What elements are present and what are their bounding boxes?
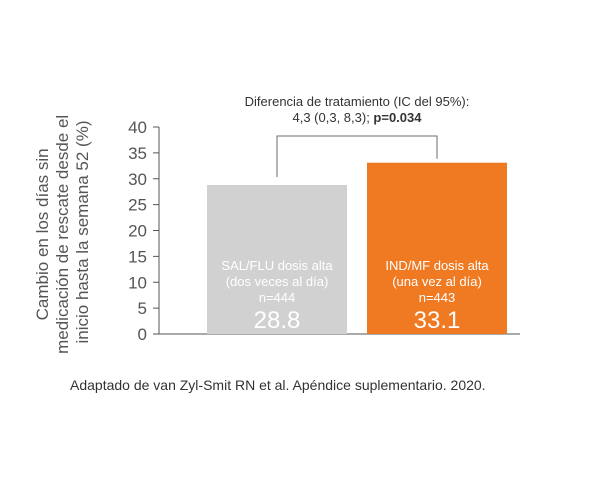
bar-ind-mf	[367, 162, 507, 334]
source-footnote: Adaptado de van Zyl-Smit RN et al. Apénd…	[70, 377, 486, 393]
comparison-bracket	[276, 135, 438, 177]
y-tick-label: 35	[128, 144, 147, 163]
treatment-difference-ci: 4,3 (0,3, 8,3);	[292, 110, 373, 125]
y-tick-label: 15	[128, 247, 147, 266]
y-axis-label-line-3: inicio hasta la semana 52 (%)	[73, 120, 92, 343]
treatment-difference-values: 4,3 (0,3, 8,3); p=0.034	[292, 110, 422, 125]
bar-ind-mf-regimen: (una vez al día)	[392, 274, 482, 289]
treatment-difference-p-value: p=0.034	[373, 110, 422, 125]
y-axis-label-line-1: Cambio en los días sin	[33, 148, 52, 320]
y-tick-label: 40	[128, 118, 147, 137]
bar-ind-mf-name: IND/MF dosis alta	[385, 258, 489, 273]
bar-ind-mf-n: n=443	[419, 290, 456, 305]
bar-sal-flu	[207, 184, 347, 334]
bar-ind-mf-value: 33.1	[414, 307, 461, 334]
y-tick-label: 5	[138, 299, 147, 318]
y-axis-label-line-2: medicación de rescate desde el	[53, 115, 72, 354]
y-tick-label: 10	[128, 273, 147, 292]
bar-sal-flu-n: n=444	[259, 290, 296, 305]
y-tick-label: 30	[128, 170, 147, 189]
bar-sal-flu-value: 28.8	[254, 307, 301, 334]
y-axis-label: Cambio en los días sin medicación de res…	[33, 110, 92, 354]
bar-sal-flu-regimen: (dos veces al día)	[226, 274, 329, 289]
bar-sal-flu-name: SAL/FLU dosis alta	[221, 258, 333, 273]
y-axis-ticks: 0 5 10 15 20 25 30 35 40	[128, 118, 159, 344]
y-tick-label: 25	[128, 196, 147, 215]
treatment-difference-title: Diferencia de tratamiento (IC del 95%):	[245, 94, 470, 109]
y-tick-label: 0	[138, 325, 147, 344]
y-tick-label: 20	[128, 222, 147, 241]
